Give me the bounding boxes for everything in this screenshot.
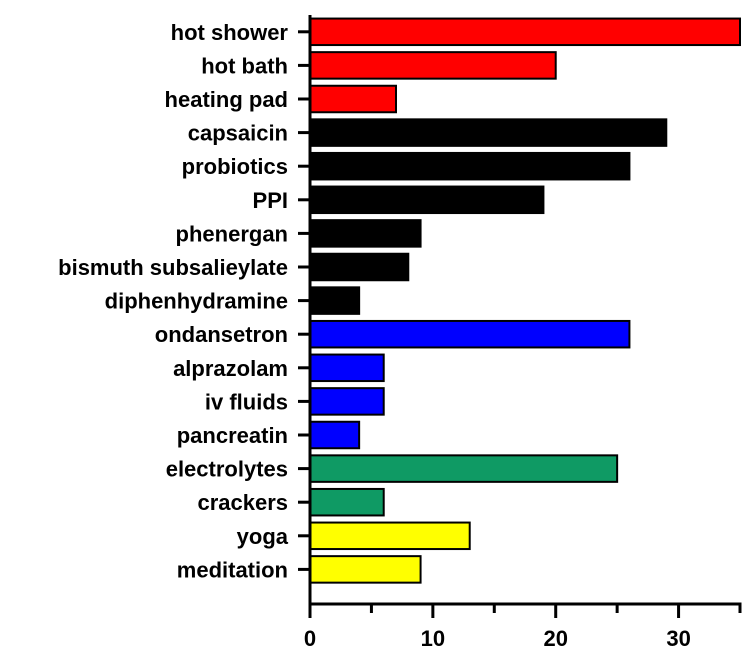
x-tick-label: 0	[304, 626, 316, 651]
category-label-electrolytes: electrolytes	[166, 457, 288, 482]
category-label-alprazolam: alprazolam	[173, 356, 288, 381]
bar-pancreatin	[309, 420, 361, 450]
category-label-meditation: meditation	[177, 557, 288, 582]
axes-group: 0 10 20 30	[298, 15, 742, 651]
x-tick-label: 20	[543, 626, 567, 651]
bar-hot-shower	[309, 17, 741, 47]
category-label-pancreatin: pancreatin	[177, 423, 288, 448]
category-label-ondansetron: ondansetron	[155, 322, 288, 347]
x-tick-label: 10	[421, 626, 445, 651]
category-label-ppi: PPI	[253, 188, 288, 213]
category-label-diphenhydramine: diphenhydramine	[105, 289, 288, 314]
category-labels-group: hot shower hot bath heating pad capsaicin pr…	[58, 20, 289, 583]
bar-capsaicin	[309, 118, 668, 147]
category-label-phenergan: phenergan	[176, 221, 288, 246]
bar-iv-fluids	[309, 387, 385, 416]
bar-ondansetron	[309, 319, 631, 349]
bar-ppi	[309, 185, 545, 215]
bar-yoga	[309, 521, 471, 551]
category-label-iv-fluids: iv fluids	[205, 389, 288, 414]
category-label-hot-shower: hot shower	[171, 20, 289, 45]
bar-meditation	[309, 555, 422, 584]
bar-bismuth-subsalieylate	[309, 252, 410, 282]
bar-crackers	[309, 487, 385, 517]
category-label-crackers: crackers	[197, 490, 288, 515]
category-label-heating-pad: heating pad	[165, 87, 288, 112]
bar-diphenhydramine	[309, 286, 361, 315]
bar-probiotics	[309, 151, 631, 181]
bar-electrolytes	[309, 454, 619, 483]
category-label-bismuth-subsalieylate: bismuth subsalieylate	[58, 255, 288, 280]
bars-group	[309, 17, 741, 584]
category-label-capsaicin: capsaicin	[188, 121, 288, 146]
bar-alprazolam	[309, 353, 385, 383]
bar-phenergan	[309, 219, 422, 248]
bar-heating-pad	[309, 84, 397, 114]
category-label-probiotics: probiotics	[182, 154, 288, 179]
category-label-yoga: yoga	[237, 524, 289, 549]
bar-hot-bath	[309, 51, 557, 80]
x-tick-label: 30	[666, 626, 690, 651]
category-label-hot-bath: hot bath	[201, 53, 288, 78]
